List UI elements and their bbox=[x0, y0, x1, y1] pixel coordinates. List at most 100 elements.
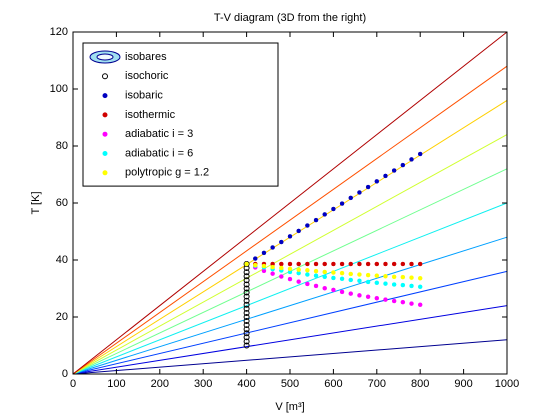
data-point bbox=[270, 264, 275, 270]
data-point bbox=[383, 173, 388, 179]
data-point bbox=[374, 179, 380, 184]
data-point bbox=[305, 268, 310, 273]
legend-label: isochoric bbox=[125, 70, 169, 82]
data-point bbox=[391, 282, 397, 287]
legend-icon bbox=[102, 170, 108, 176]
data-point bbox=[287, 234, 293, 239]
legend-icon bbox=[96, 53, 114, 61]
data-point bbox=[400, 162, 406, 168]
data-point bbox=[409, 261, 414, 267]
x-tick-label: 0 bbox=[70, 378, 76, 390]
data-point bbox=[339, 261, 345, 267]
isobar-line bbox=[72, 65, 508, 375]
legend-icon bbox=[102, 131, 108, 137]
data-point bbox=[296, 228, 301, 234]
x-tick-label: 500 bbox=[281, 378, 299, 390]
data-point bbox=[243, 301, 250, 308]
data-point bbox=[365, 184, 371, 190]
legend-label: adiabatic i = 6 bbox=[125, 147, 193, 159]
data-point bbox=[253, 256, 258, 261]
legend-label: isobaric bbox=[125, 90, 163, 102]
data-point bbox=[296, 261, 301, 267]
data-point bbox=[305, 281, 310, 287]
data-point bbox=[322, 212, 327, 217]
data-point bbox=[348, 261, 354, 267]
data-point bbox=[417, 284, 423, 290]
data-point bbox=[313, 273, 319, 278]
data-point bbox=[305, 272, 310, 277]
data-point bbox=[313, 261, 319, 267]
data-point bbox=[391, 168, 397, 173]
data-point bbox=[243, 305, 250, 312]
legend-icon bbox=[102, 151, 108, 156]
data-point bbox=[339, 270, 345, 276]
data-point bbox=[313, 217, 319, 223]
x-tick-label: 1000 bbox=[495, 378, 519, 390]
legend-label: adiabatic i = 3 bbox=[125, 128, 193, 140]
data-point bbox=[322, 269, 327, 275]
x-tick-label: 300 bbox=[194, 378, 212, 390]
data-point bbox=[305, 261, 310, 267]
legend-box bbox=[82, 42, 279, 187]
data-point bbox=[253, 262, 258, 268]
legend-label: polytropic g = 1.2 bbox=[125, 167, 209, 179]
legend-icon bbox=[102, 112, 108, 118]
y-axis-label: T [K] bbox=[30, 191, 42, 214]
data-point bbox=[296, 279, 301, 284]
data-point bbox=[383, 273, 388, 279]
data-point bbox=[243, 260, 250, 267]
data-point bbox=[348, 277, 354, 283]
data-point bbox=[313, 268, 319, 274]
data-point bbox=[400, 274, 406, 280]
data-point bbox=[244, 261, 249, 267]
data-point bbox=[365, 272, 371, 278]
data-point bbox=[279, 265, 284, 271]
data-point bbox=[348, 271, 354, 277]
data-point bbox=[391, 274, 397, 280]
data-point bbox=[322, 285, 327, 291]
data-point bbox=[243, 281, 250, 288]
isobar-line bbox=[72, 31, 508, 375]
data-point bbox=[409, 157, 414, 162]
data-point bbox=[339, 201, 345, 206]
data-point bbox=[243, 285, 250, 292]
data-point bbox=[331, 206, 336, 212]
isobar-line bbox=[72, 339, 508, 375]
x-tick-label: 800 bbox=[411, 378, 429, 390]
data-point bbox=[391, 298, 397, 304]
data-point bbox=[374, 280, 380, 286]
y-tick-label: 80 bbox=[56, 140, 68, 152]
plot bbox=[72, 31, 508, 375]
isobar-line bbox=[72, 236, 508, 375]
data-point bbox=[305, 223, 310, 228]
x-tick-label: 900 bbox=[454, 378, 472, 390]
data-point bbox=[243, 314, 250, 320]
legend-icon bbox=[102, 93, 108, 99]
data-point bbox=[357, 278, 362, 284]
data-point bbox=[270, 245, 275, 250]
legend-label: isobares bbox=[125, 51, 167, 63]
data-point bbox=[279, 274, 284, 279]
y-tick-label: 0 bbox=[62, 368, 68, 380]
data-point bbox=[339, 289, 345, 295]
data-point bbox=[243, 297, 250, 304]
data-point bbox=[279, 261, 284, 267]
data-point bbox=[243, 334, 250, 341]
data-point bbox=[270, 271, 275, 276]
data-point bbox=[243, 269, 250, 276]
data-point bbox=[348, 195, 354, 201]
data-point bbox=[409, 283, 414, 289]
data-point bbox=[313, 283, 319, 289]
y-tick-label: 60 bbox=[56, 197, 68, 209]
data-point bbox=[374, 295, 380, 301]
x-tick-label: 700 bbox=[368, 378, 386, 390]
data-point bbox=[383, 297, 388, 302]
data-point bbox=[331, 270, 336, 275]
y-tick-label: 100 bbox=[50, 83, 68, 95]
data-point bbox=[243, 289, 250, 296]
data-point bbox=[322, 274, 327, 280]
data-point bbox=[279, 239, 284, 245]
legend: isobares isochoric isobaric isothermic adiab… bbox=[82, 42, 279, 187]
data-point bbox=[374, 273, 380, 278]
